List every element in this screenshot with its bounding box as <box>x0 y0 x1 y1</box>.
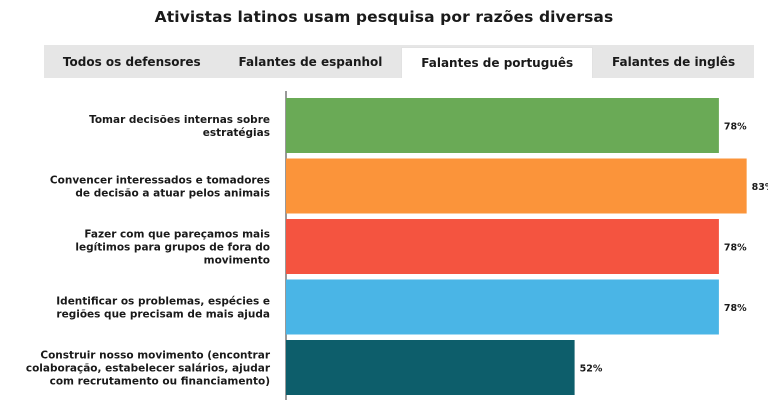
tab-falantes-de-ingles[interactable]: Falantes de inglês <box>612 54 736 69</box>
value-label-5: 52% <box>580 364 603 375</box>
audience-tabs: Todos os defensores Falantes de espanhol… <box>44 45 754 78</box>
bar-5 <box>286 340 575 395</box>
value-label-3: 78% <box>724 243 747 254</box>
tab-todos-os-defensores[interactable]: Todos os defensores <box>62 54 201 69</box>
bar-1 <box>286 98 719 153</box>
value-label-1: 78% <box>724 122 747 133</box>
bar-4 <box>286 279 719 335</box>
chart-title: Ativistas latinos usam pesquisa por razõ… <box>154 8 614 26</box>
tab-falantes-de-espanhol[interactable]: Falantes de espanhol <box>238 54 383 69</box>
bar-3 <box>286 219 719 274</box>
category-label-4: Identificar os problemas, espécies e regi… <box>56 296 270 321</box>
value-label-2: 83% <box>752 182 768 193</box>
tab-falantes-de-portugues[interactable]: Falantes de português <box>401 47 594 78</box>
bar-2 <box>286 158 747 214</box>
category-label-3: Fazer com que pareçamos mais legítimos pa… <box>75 229 270 267</box>
value-label-4: 78% <box>724 303 747 314</box>
category-label-1: Tomar decisões internas sobre estratégias <box>89 114 270 139</box>
category-label-5: Construir nosso movimento (encontrar cola… <box>26 350 271 388</box>
category-label-2: Convencer interessados e tomadores de dec… <box>50 175 270 200</box>
